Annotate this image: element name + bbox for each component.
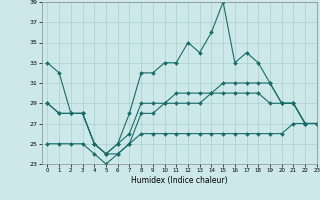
X-axis label: Humidex (Indice chaleur): Humidex (Indice chaleur) — [131, 176, 228, 185]
